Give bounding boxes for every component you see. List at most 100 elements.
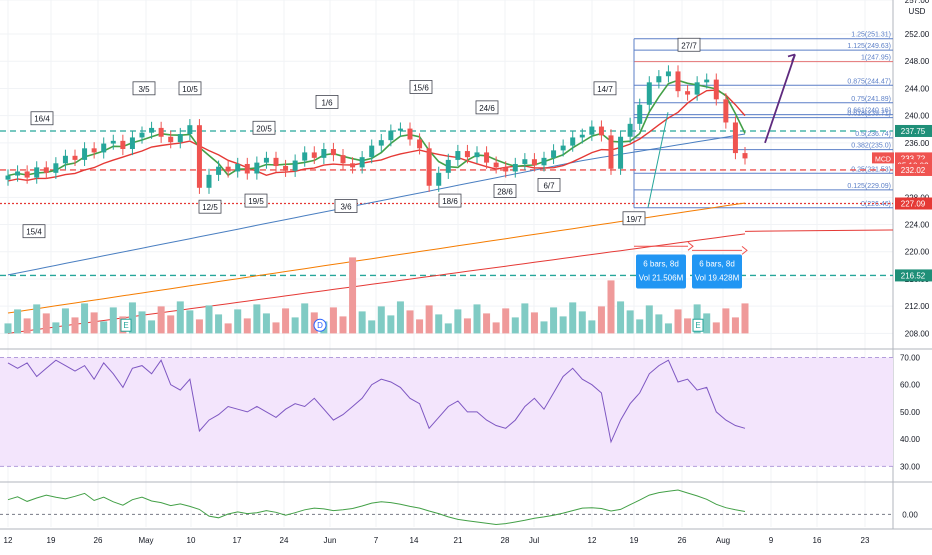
price-axis-tick: 240.00 (905, 112, 930, 121)
date-annotation-box (493, 184, 517, 198)
volume-bar (444, 323, 452, 334)
dividend-marker[interactable] (313, 318, 327, 332)
price-label: 233.72 (901, 154, 926, 163)
date-annotation-box (677, 37, 701, 52)
candle-body (637, 104, 643, 124)
earnings-marker[interactable] (120, 318, 132, 332)
fib-level-label: 0.661(240.16) (847, 108, 891, 115)
candle-body (378, 140, 384, 146)
price-axis-tick: 252.00 (905, 30, 930, 39)
date-annotation-label: 24/6 (479, 104, 495, 113)
date-annotation-box (252, 120, 276, 135)
rsi-axis-tick: 40.00 (900, 435, 921, 444)
rsi-band (0, 357, 893, 467)
candle-body (407, 128, 413, 140)
candle-body (91, 148, 97, 153)
candle-body (321, 149, 327, 158)
price-label-box (895, 269, 932, 282)
candle-body (15, 171, 21, 176)
date-annotation-box (438, 193, 462, 208)
fib-level-label: 0.875(244.47) (847, 78, 891, 85)
date-annotation-box (178, 81, 202, 96)
volume-bar (272, 322, 280, 334)
volume-bar (502, 308, 510, 334)
candle-body (426, 148, 432, 186)
candle-body (608, 135, 614, 169)
fib-level-label: 0(226.46) (861, 201, 891, 208)
candle-body (618, 136, 624, 169)
date-annotation-label: 3/5 (138, 85, 150, 94)
volume-bar (617, 301, 625, 334)
time-axis-tick: 23 (861, 536, 870, 545)
volume-bar (176, 301, 184, 334)
volume-bar (234, 309, 242, 334)
volume-bar (521, 303, 529, 334)
price-label: 227.09 (901, 200, 926, 209)
fib-level-label: 1.125(249.63) (847, 43, 891, 50)
candle-body (283, 166, 289, 171)
volume-bar (90, 312, 98, 334)
measure-box-volume: Vol 19.428M (695, 273, 740, 282)
date-annotation-label: 6/7 (543, 181, 555, 190)
volume-bar (205, 305, 213, 334)
price-axis-tick: 220.00 (905, 248, 930, 257)
candle-body (311, 152, 317, 158)
volume-bar (530, 312, 538, 334)
candle-body (350, 163, 356, 168)
candle-body (685, 91, 691, 95)
ma-200-extension (744, 229, 894, 232)
time-axis-tick: 24 (280, 536, 289, 545)
price-label-box (895, 163, 932, 176)
candle-body (216, 166, 222, 175)
range-arrowhead (741, 245, 748, 255)
candle-body (43, 167, 49, 173)
volume-bar (52, 322, 60, 334)
volume-bar (14, 309, 22, 334)
price-label-box (895, 124, 932, 137)
candle-body (292, 160, 298, 171)
candle-body (732, 122, 738, 154)
time-axis-tick: 26 (678, 536, 687, 545)
volume-bar (81, 303, 89, 334)
candle-body (263, 157, 269, 163)
date-annotation-box (132, 81, 156, 96)
price-axis-tick: 224.00 (905, 221, 930, 230)
candle-body (273, 157, 279, 167)
candle-body (244, 163, 250, 174)
time-axis-tick: 14 (410, 536, 419, 545)
time-axis-tick: Jun (324, 536, 337, 545)
volume-bar (425, 305, 433, 334)
fib-level-label: 0.618(239.71) (847, 111, 891, 118)
time-axis-tick: May (138, 536, 153, 545)
rsi-axis-tick: 50.00 (900, 408, 921, 417)
volume-bar (349, 257, 357, 334)
candle-body (646, 82, 652, 105)
volume-bar (435, 314, 443, 334)
measure-box (692, 254, 742, 289)
volume-bar (368, 320, 376, 334)
date-annotation-label: 15/4 (26, 228, 42, 237)
volume-bar (578, 311, 586, 334)
price-axis-tick: 257.00 (905, 0, 930, 5)
candle-body (158, 127, 164, 137)
volume-bar (645, 305, 653, 334)
candle-body (388, 130, 394, 141)
candle-body (139, 132, 145, 138)
candle-body (455, 151, 461, 160)
volume-bar (23, 318, 31, 334)
earnings-marker[interactable] (692, 318, 704, 332)
time-axis-tick: 16 (813, 536, 822, 545)
date-annotation-box (22, 224, 46, 239)
candle-body (177, 134, 183, 143)
fib-level-label: 0.5(236.74) (855, 131, 891, 138)
candle-body (168, 136, 174, 143)
candle-body (503, 167, 509, 172)
volume-bar (473, 304, 481, 334)
price-label: 216.52 (901, 271, 926, 280)
symbol-tag: MCD (875, 156, 891, 163)
rsi-axis-tick: 60.00 (900, 381, 921, 390)
price-label: 237.75 (901, 127, 926, 136)
price-label: 232.02 (901, 166, 926, 175)
